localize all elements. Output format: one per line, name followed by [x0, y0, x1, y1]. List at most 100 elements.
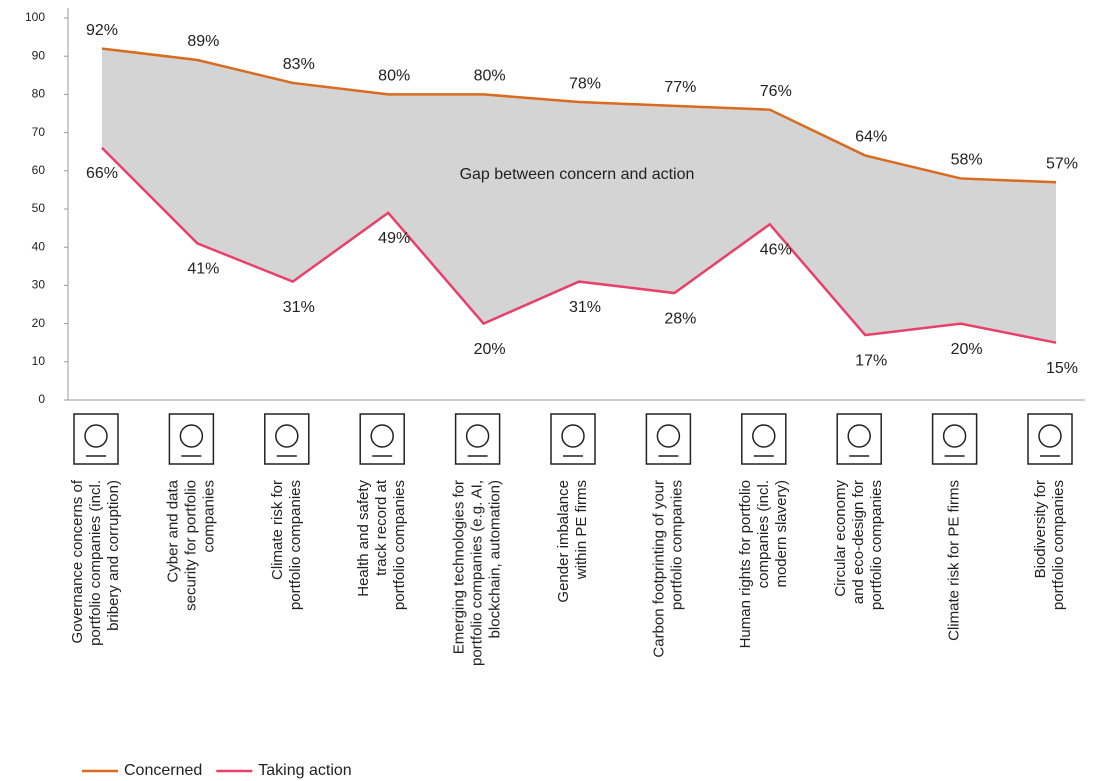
- icon-glyph: [275, 424, 299, 448]
- x-tick-label: companies: [200, 480, 217, 553]
- data-label: 31%: [569, 299, 601, 316]
- icon-glyph: [370, 424, 394, 448]
- area-layer: [102, 48, 1056, 343]
- x-tick-label: security for portfolio: [182, 480, 199, 611]
- x-tick-label: modern slavery): [773, 480, 790, 588]
- x-tick-label: portfolio companies: [1050, 480, 1067, 610]
- data-label: 17%: [855, 352, 887, 369]
- x-tick-label: Human rights for portfolio: [737, 480, 754, 648]
- data-label: 15%: [1046, 360, 1078, 377]
- y-tick-label: 40: [32, 239, 46, 253]
- icon-glyph: [847, 424, 871, 448]
- icon-glyph: [1038, 424, 1062, 448]
- y-tick-label: 80: [32, 87, 46, 101]
- x-tick-label: and eco-design for: [850, 480, 867, 604]
- series-line: [101, 146, 1057, 344]
- x-tick-label: Emerging technologies for: [451, 480, 468, 654]
- data-label: 64%: [855, 129, 887, 146]
- icon-box: [168, 413, 215, 465]
- y-tick-label: 30: [32, 278, 46, 292]
- x-tick-label: portfolio companies (incl.: [87, 480, 104, 646]
- data-label: 46%: [760, 241, 792, 258]
- x-tick-label: bribery and corruption): [105, 480, 122, 631]
- icon-box: [73, 413, 119, 465]
- data-label: 58%: [951, 152, 983, 169]
- y-tick-label: 10: [32, 354, 46, 368]
- data-label: 83%: [283, 56, 315, 73]
- x-tick-label: within PE firms: [573, 480, 590, 580]
- category-icon: [931, 413, 978, 465]
- annotation: Gap between concern and action: [460, 166, 695, 183]
- category-icon: [73, 413, 119, 465]
- x-tick-label: blockchain, automation): [487, 480, 504, 638]
- x-tick-label: Climate risk for PE firms: [946, 480, 963, 641]
- data-label: 92%: [86, 22, 118, 39]
- icon-box: [931, 413, 978, 465]
- icon-box: [264, 413, 310, 465]
- data-label: 78%: [569, 75, 601, 92]
- icon-box: [645, 413, 692, 465]
- data-label: 41%: [187, 261, 219, 278]
- data-label: 57%: [1046, 155, 1078, 172]
- data-label: 49%: [378, 230, 410, 247]
- icon-glyph: [656, 424, 681, 448]
- icon-glyph: [942, 424, 967, 448]
- x-tick-label: companies (incl.: [755, 480, 772, 588]
- category-icon: [168, 413, 215, 465]
- icon-box: [1027, 413, 1073, 465]
- x-tick-label: track record at: [373, 479, 390, 576]
- data-label: 80%: [378, 68, 410, 85]
- x-tick-label: Governance concerns of: [69, 479, 86, 643]
- y-tick-label: 60: [32, 163, 46, 177]
- legend-label: Taking action: [258, 762, 351, 779]
- y-tick-label: 20: [32, 316, 46, 330]
- category-icon: [454, 413, 501, 465]
- icon-glyph: [561, 424, 585, 448]
- category-icon: [359, 413, 405, 465]
- y-tick-label: 90: [32, 48, 46, 62]
- series-line: [101, 47, 1057, 184]
- icon-box: [550, 413, 596, 465]
- data-label: 31%: [283, 299, 315, 316]
- icon-glyph: [84, 424, 108, 448]
- data-label: 66%: [86, 165, 118, 182]
- x-tick-label: portfolio companies: [287, 480, 304, 610]
- data-label: 20%: [951, 341, 983, 358]
- icon-box: [359, 413, 405, 465]
- category-icon: [836, 413, 882, 465]
- x-tick-label: Circular economy: [832, 480, 849, 597]
- data-label: 80%: [474, 68, 506, 85]
- y-tick-label: 0: [38, 392, 45, 406]
- y-tick-label: 50: [32, 201, 46, 215]
- x-tick-label: portfolio companies: [668, 480, 685, 610]
- x-tick-label: Carbon footprinting of your: [650, 480, 667, 658]
- icon-glyph: [752, 424, 776, 448]
- data-label: 76%: [760, 83, 792, 100]
- x-tick-label: portfolio companies: [391, 480, 408, 610]
- category-icon: [645, 413, 692, 465]
- y-tick-label: 70: [32, 125, 46, 139]
- x-tick-label: Health and safety: [355, 480, 372, 597]
- x-tick-label: portfolio companies (e.g. AI,: [469, 480, 486, 666]
- x-tick-label: portfolio companies: [868, 480, 885, 610]
- x-tick-label: Biodiversity for: [1032, 480, 1049, 578]
- category-icon: [264, 413, 310, 465]
- icon-glyph: [179, 424, 204, 448]
- data-label: 28%: [664, 310, 696, 327]
- icon-box: [454, 413, 501, 465]
- category-icon: [550, 413, 596, 465]
- y-tick-label: 100: [25, 10, 45, 24]
- legend-label: Concerned: [124, 762, 202, 779]
- gap-area: [102, 48, 1056, 343]
- category-icon: [741, 413, 787, 465]
- data-label: 89%: [187, 33, 219, 50]
- x-tick-label: Gender imbalance: [555, 480, 572, 603]
- x-tick-label: Climate risk for: [269, 480, 286, 580]
- icon-glyph: [465, 424, 490, 448]
- x-tick-label: Cyber and data: [164, 479, 181, 582]
- icon-box: [836, 413, 882, 465]
- data-label: 77%: [664, 79, 696, 96]
- data-label: 20%: [474, 341, 506, 358]
- icon-box: [741, 413, 787, 465]
